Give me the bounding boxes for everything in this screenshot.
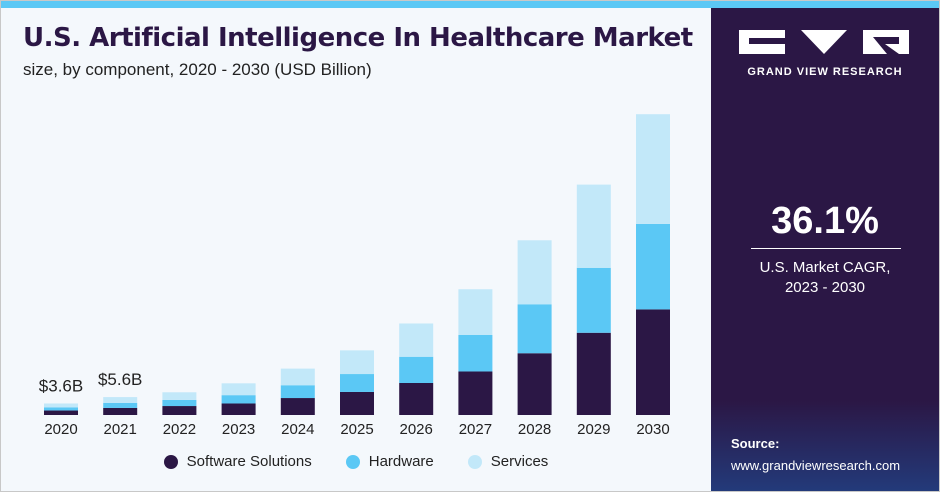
legend-item-hardware: Hardware bbox=[345, 453, 434, 470]
x-tick-label-2020: 2020 bbox=[44, 421, 77, 438]
legend-label-hardware: Hardware bbox=[368, 453, 434, 470]
bar-segment-2020-software bbox=[44, 410, 78, 415]
bar-segment-2026-hardware bbox=[399, 356, 434, 383]
x-tick-label-2030: 2030 bbox=[636, 421, 669, 438]
top-accent-strip bbox=[1, 1, 939, 8]
grand-view-research-logo bbox=[739, 30, 909, 54]
bar-segment-2023-hardware bbox=[221, 395, 256, 404]
bar-segment-2026-services bbox=[399, 323, 434, 357]
source-url[interactable]: www.grandviewresearch.com bbox=[731, 458, 901, 473]
x-tick-label-2028: 2028 bbox=[518, 421, 551, 438]
bar-segment-2022-software bbox=[162, 406, 197, 415]
bar-segment-2021-services bbox=[103, 397, 138, 403]
chart-legend: Software Solutions Hardware Services bbox=[1, 453, 711, 470]
brand-name: GRAND VIEW RESEARCH bbox=[747, 66, 903, 78]
bar-segment-2027-hardware bbox=[458, 335, 493, 372]
bar-segment-2021-software bbox=[103, 407, 138, 415]
bar-segment-2027-software bbox=[458, 371, 493, 415]
x-tick-label-2021: 2021 bbox=[104, 421, 137, 438]
bar-segment-2023-services bbox=[221, 383, 256, 396]
bar-segment-2030-services bbox=[636, 114, 670, 224]
chart-title: U.S. Artificial Intelligence In Healthca… bbox=[23, 23, 693, 53]
bar-segment-2028-services bbox=[517, 240, 552, 305]
x-tick-label-2025: 2025 bbox=[340, 421, 373, 438]
legend-swatch-hardware bbox=[345, 454, 360, 469]
cagr-label-line1: U.S. Market CAGR, bbox=[759, 259, 891, 276]
bar-segment-2025-software bbox=[340, 391, 374, 415]
bar-segment-2024-software bbox=[280, 398, 315, 415]
bar-segment-2026-software bbox=[399, 383, 434, 415]
chart-subtitle: size, by component, 2020 - 2030 (USD Bil… bbox=[23, 60, 372, 79]
bar-segment-2029-hardware bbox=[576, 267, 611, 333]
cagr-label-line2: 2023 - 2030 bbox=[784, 279, 866, 296]
bar-segment-2030-hardware bbox=[636, 223, 670, 310]
cagr-divider bbox=[751, 248, 901, 249]
data-label-2020: $3.6B bbox=[39, 376, 83, 395]
legend-item-services: Services bbox=[467, 453, 549, 470]
data-label-2021: $5.6B bbox=[98, 370, 142, 389]
x-tick-label-2024: 2024 bbox=[281, 421, 314, 438]
x-tick-label-2027: 2027 bbox=[459, 421, 492, 438]
bar-segment-2024-services bbox=[280, 368, 315, 386]
legend-item-software: Software Solutions bbox=[163, 453, 312, 470]
bar-segment-2027-services bbox=[458, 289, 493, 335]
x-tick-label-2029: 2029 bbox=[577, 421, 610, 438]
bar-segment-2024-hardware bbox=[280, 385, 315, 399]
bar-segment-2028-software bbox=[517, 353, 552, 415]
bar-segment-2029-services bbox=[576, 184, 611, 268]
side-panel: GRAND VIEW RESEARCH 36.1% U.S. Market CA… bbox=[711, 8, 939, 491]
bar-segment-2022-services bbox=[162, 392, 197, 400]
cagr-value: 36.1% bbox=[771, 200, 879, 242]
bar-segment-2021-hardware bbox=[103, 402, 138, 408]
panel-gradient bbox=[711, 401, 939, 491]
stacked-bar-chart: 2020 2021 2022 2023 2024 2025 2026 2027 2028 2029… bbox=[39, 114, 670, 438]
source-label: Source: bbox=[731, 436, 780, 451]
x-tick-label-2022: 2022 bbox=[163, 421, 196, 438]
legend-swatch-software bbox=[163, 454, 178, 469]
bar-segment-2028-hardware bbox=[517, 304, 552, 354]
x-tick-label-2026: 2026 bbox=[400, 421, 433, 438]
bar-segment-2025-services bbox=[340, 350, 374, 375]
bar-segment-2030-software bbox=[636, 309, 670, 415]
bar-segment-2023-software bbox=[221, 403, 256, 415]
x-tick-label-2023: 2023 bbox=[222, 421, 255, 438]
legend-label-software: Software Solutions bbox=[186, 453, 312, 470]
bar-segment-2020-services bbox=[44, 403, 78, 408]
bar-segment-2029-software bbox=[576, 332, 611, 415]
bar-segment-2022-hardware bbox=[162, 399, 197, 407]
legend-swatch-services bbox=[467, 454, 482, 469]
legend-label-services: Services bbox=[490, 453, 549, 470]
cagr-label: U.S. Market CAGR, 2023 - 2030 bbox=[711, 258, 939, 298]
bar-segment-2020-hardware bbox=[44, 407, 78, 411]
bar-segment-2025-hardware bbox=[340, 374, 374, 392]
